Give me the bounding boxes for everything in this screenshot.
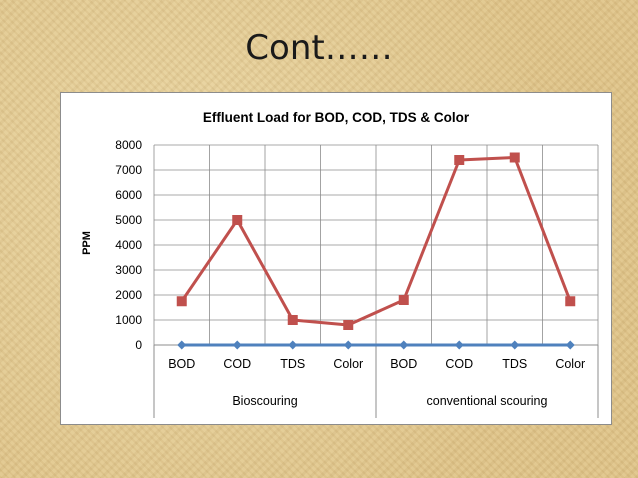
data-point (509, 152, 520, 163)
y-tick-label: 6000 (115, 188, 142, 202)
y-tick-label: 5000 (115, 213, 142, 227)
data-point (232, 340, 242, 350)
x-tick-label: TDS (280, 357, 305, 371)
data-point (288, 340, 298, 350)
line-chart: Effluent Load for BOD, COD, TDS & Color … (81, 110, 599, 418)
data-point (399, 340, 409, 350)
chart-container: Effluent Load for BOD, COD, TDS & Color … (60, 92, 612, 425)
x-tick-label: COD (445, 357, 473, 371)
data-point (177, 340, 187, 350)
x-tick-label: COD (223, 357, 251, 371)
series-line (180, 156, 572, 327)
chart-title: Effluent Load for BOD, COD, TDS & Color (203, 110, 470, 125)
data-point (343, 320, 354, 330)
y-tick-label: 1000 (115, 313, 142, 327)
group-label: conventional scouring (427, 394, 548, 408)
x-tick-label: Color (333, 357, 363, 371)
data-point (454, 340, 464, 350)
y-tick-label: 3000 (115, 263, 142, 277)
x-tick-label: BOD (168, 357, 195, 371)
x-tick-label: Color (555, 357, 585, 371)
data-point (232, 215, 243, 225)
data-point (176, 296, 187, 307)
data-point (565, 296, 576, 307)
data-point (287, 315, 298, 325)
y-tick-label: 0 (135, 338, 142, 352)
gridlines (153, 144, 599, 345)
series-layer (176, 152, 576, 350)
data-point (454, 155, 465, 165)
slide-title: Cont…… (245, 28, 393, 68)
data-point (510, 340, 520, 350)
y-tick-label: 7000 (115, 163, 142, 177)
y-tick-label: 4000 (115, 238, 142, 252)
x-tick-label: TDS (502, 357, 527, 371)
x-tick-label: BOD (390, 357, 417, 371)
data-point (398, 295, 409, 305)
data-point (343, 340, 353, 350)
y-tick-labels: 0 1000 2000 3000 4000 5000 6000 7000 8000 (115, 138, 142, 352)
x-axis: BOD COD TDS Color Bioscouring BOD COD TDS Color c… (153, 344, 599, 418)
y-axis-label: PPM (81, 231, 93, 255)
y-tick-label: 8000 (115, 138, 142, 152)
y-tick-label: 2000 (115, 288, 142, 302)
group-label: Bioscouring (232, 394, 297, 408)
data-point (565, 340, 575, 350)
